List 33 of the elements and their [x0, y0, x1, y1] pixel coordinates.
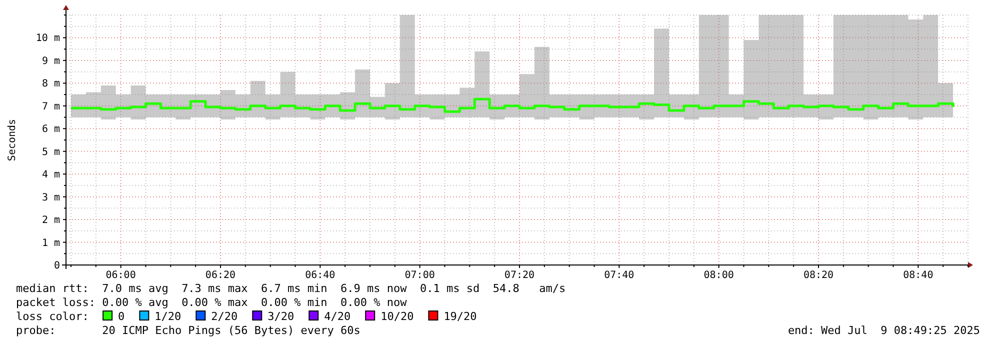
y-tick-label: 2 m — [42, 215, 60, 226]
y-tick-label: 8 m — [42, 78, 60, 90]
y-tick-label: 10 m — [36, 33, 60, 44]
text: end: Wed Jul 9 08:49:25 2025 — [788, 324, 980, 337]
legend-label: 3/20 — [268, 310, 294, 323]
x-tick-label: 07:40 — [604, 270, 634, 281]
text: median rtt: 7.0 ms avg 7.3 ms max 6.7 ms min 6.9 ms now 0.1 ms sd 54.8 am/s — [16, 282, 566, 295]
text: packet loss: 0.00 % avg 0.00 % max 0.00 % min 0.00 % now — [16, 296, 408, 309]
y-tick-label: 3 m — [42, 192, 60, 204]
x-tick-label: 08:20 — [803, 270, 834, 281]
legend-label: 10/20 — [380, 310, 414, 323]
y-tick-label: 1 m — [42, 238, 60, 249]
x-tick-label: 06:20 — [205, 270, 236, 281]
y-tick-label: 4 m — [42, 170, 60, 181]
y-tick-label: 0 — [54, 260, 60, 272]
y-tick-label: 7 m — [42, 101, 60, 112]
x-tick-label: 06:40 — [305, 270, 336, 281]
legend-label: 19/20 — [444, 310, 477, 323]
legend-label: 4/20 — [324, 310, 351, 323]
y-tick-label: 5 m — [42, 146, 60, 158]
legend-label: 2/20 — [211, 310, 238, 323]
text: probe: 20 ICMP Echo Pings (56 Bytes) every 60s — [16, 324, 360, 337]
y-tick-label: 6 m — [42, 124, 60, 136]
legend-title: loss color: — [16, 310, 89, 323]
y-axis-title: Seconds — [7, 118, 18, 162]
x-tick-label: 07:20 — [504, 270, 535, 281]
x-tick-label: 08:40 — [903, 270, 934, 281]
x-tick-label: 06:00 — [106, 270, 136, 281]
legend-label: 0 — [118, 310, 125, 323]
x-tick-label: 07:00 — [404, 270, 435, 281]
y-tick-label: 9 m — [42, 56, 60, 67]
legend-label: 1/20 — [154, 310, 182, 323]
x-tick-label: 08:00 — [704, 270, 734, 281]
